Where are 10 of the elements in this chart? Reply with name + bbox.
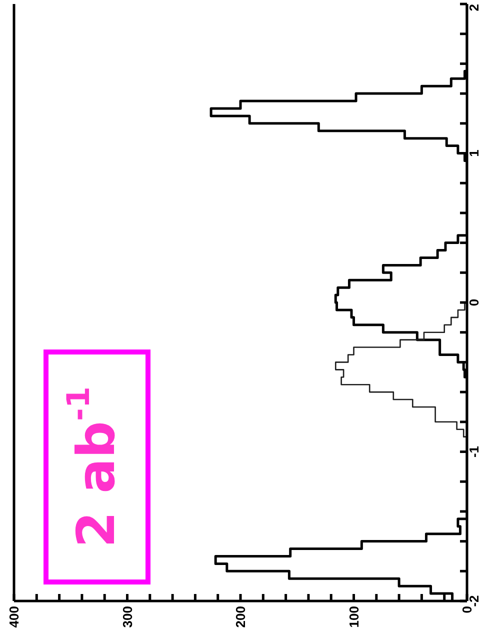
y-tick-label: 0 [466, 298, 482, 306]
x-tick-label: 300 [120, 606, 135, 628]
y-tick-label: -2 [466, 595, 482, 607]
x-tick-label: 200 [233, 606, 248, 628]
x-tick-label: 100 [346, 606, 362, 628]
y-tick-label: -1 [466, 446, 482, 458]
x-tick-label: 400 [6, 606, 22, 628]
x-tick-label: 0 [460, 606, 474, 614]
y-tick-label: 2 [466, 4, 482, 12]
y-tick-label: 1 [466, 150, 482, 157]
